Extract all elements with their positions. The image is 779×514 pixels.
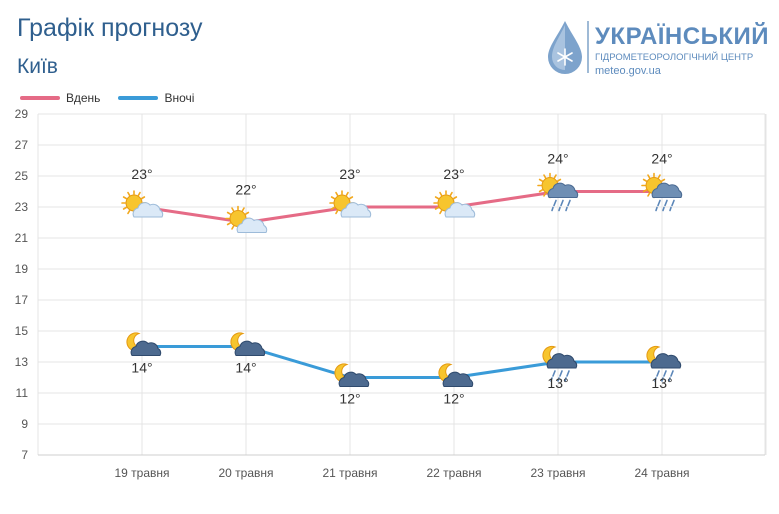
y-tick-label: 9 (21, 417, 28, 431)
y-tick-label: 17 (15, 293, 29, 307)
sun-cloud-icon (225, 205, 268, 233)
y-tick-label: 19 (15, 262, 29, 276)
city-name: Київ (17, 55, 58, 78)
logo-subtitle: ГІДРОМЕТЕОРОЛОГІЧНИЙ ЦЕНТР (595, 52, 754, 63)
x-tick-label: 19 травня (114, 466, 169, 480)
y-tick-label: 11 (16, 386, 29, 400)
data-label-day: 24° (651, 151, 672, 167)
sun-cloud-icon (329, 190, 372, 218)
data-label-day: 24° (547, 151, 568, 167)
data-label-night: 14° (131, 360, 152, 376)
moon-rain-cloud-icon (646, 345, 682, 382)
data-label-day: 23° (339, 166, 360, 182)
y-tick-label: 7 (21, 448, 28, 462)
legend-swatch-night (118, 96, 159, 100)
sun-cloud-icon (121, 190, 164, 218)
sun-cloud-icon (433, 190, 476, 218)
y-tick-label: 25 (15, 169, 29, 183)
logo-url[interactable]: meteo.gov.ua (595, 65, 661, 77)
data-label-night: 12° (443, 391, 464, 407)
page-title: Графік прогнозу (17, 14, 203, 42)
x-tick-label: 24 травня (634, 466, 689, 480)
legend-item-day[interactable]: Вдень (20, 91, 100, 105)
data-label-day: 23° (443, 166, 464, 182)
y-tick-label: 13 (15, 355, 29, 369)
sun-rain-cloud-icon (537, 172, 579, 212)
data-label-night: 12° (339, 391, 360, 407)
logo-separator (587, 21, 589, 73)
y-tick-label: 15 (15, 324, 29, 338)
y-tick-label: 29 (15, 107, 29, 121)
moon-dark-cloud-icon (230, 332, 266, 356)
moon-dark-cloud-icon (438, 363, 474, 387)
y-tick-label: 27 (15, 138, 29, 152)
x-tick-label: 22 травня (426, 466, 481, 480)
water-drop-icon (548, 21, 582, 74)
logo[interactable]: УКРАЇНСЬКИЙ ГІДРОМЕТЕОРОЛОГІЧНИЙ ЦЕНТР m… (545, 17, 770, 77)
x-tick-label: 23 травня (530, 466, 585, 480)
moon-dark-cloud-icon (126, 332, 162, 356)
x-tick-label: 20 травня (218, 466, 273, 480)
moon-rain-cloud-icon (542, 345, 578, 382)
sun-rain-cloud-icon (641, 172, 683, 212)
data-label-night: 14° (235, 360, 256, 376)
data-label-day: 22° (235, 182, 256, 198)
data-label-night: 13° (547, 375, 568, 391)
moon-dark-cloud-icon (334, 363, 370, 387)
legend-item-night[interactable]: Вночі (118, 91, 194, 105)
legend-label-night: Вночі (164, 91, 195, 105)
y-tick-label: 21 (15, 231, 29, 245)
legend: Вдень Вночі (20, 91, 212, 105)
legend-label-day: Вдень (66, 91, 101, 105)
y-tick-label: 23 (15, 200, 29, 214)
x-tick-label: 21 травня (322, 466, 377, 480)
data-label-night: 13° (651, 375, 672, 391)
logo-name: УКРАЇНСЬКИЙ (595, 23, 769, 50)
legend-swatch-day (20, 96, 60, 100)
data-label-day: 23° (131, 166, 152, 182)
